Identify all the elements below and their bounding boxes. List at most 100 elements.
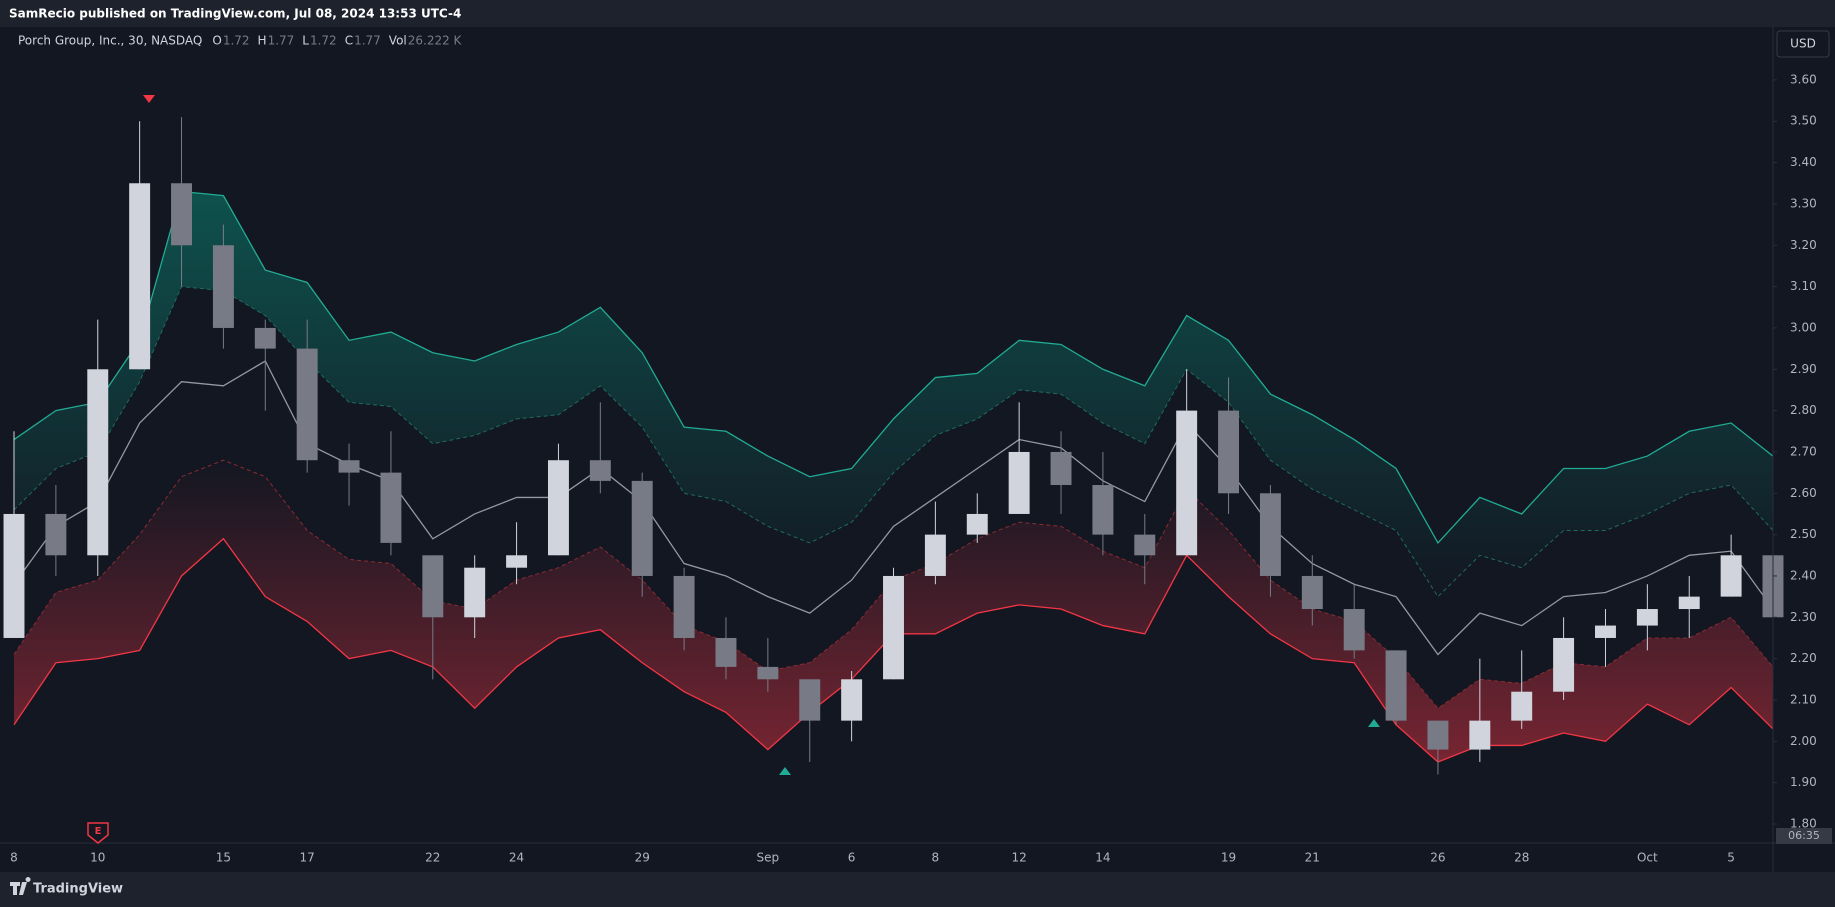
candle-body [673,575,695,638]
x-tick-label: 15 [216,851,231,865]
candle-body [1301,575,1323,610]
y-tick-label: 2.40 [1790,568,1817,582]
candle-body [3,513,25,638]
candle-body [1595,625,1616,638]
x-tick-label: 6 [848,851,856,865]
earnings-icon[interactable] [87,822,109,844]
y-tick-label: 2.50 [1790,527,1817,541]
candle-body [1259,493,1281,576]
x-tick-label: 5 [1727,851,1735,865]
y-tick-label: 2.90 [1790,362,1817,376]
x-tick-label: Sep [757,851,780,865]
y-tick-label: 3.30 [1790,196,1817,210]
x-tick-label: 29 [635,851,650,865]
candle-body [924,534,946,576]
legend-key: H [258,34,267,48]
candle-body [547,460,569,556]
y-tick-label: 3.20 [1790,238,1817,252]
candle-body [1343,609,1365,651]
y-tick-label: 2.30 [1790,610,1817,624]
candle-body [171,183,192,246]
y-tick-label: 3.00 [1790,320,1817,334]
candle-body [757,666,779,680]
legend-value: 26.222 K [408,34,463,48]
x-tick-label: 24 [509,851,524,865]
x-tick-label: 22 [425,851,440,865]
candle-body [1385,650,1407,721]
y-tick-label: 2.00 [1790,734,1817,748]
buy-signal [779,767,791,775]
candle-body [338,460,360,473]
upper-band-fill [14,191,1773,597]
x-tick-label: 21 [1305,851,1320,865]
legend-key: Vol [389,34,407,48]
candle-body [1636,609,1658,626]
candle-body [1511,691,1533,721]
countdown-box [1776,828,1832,844]
candle-body [380,472,402,543]
earnings-marker[interactable]: E [95,826,102,837]
sell-signal [143,95,155,103]
candle-body [589,460,611,481]
candle-body [506,555,528,568]
symbol-title: Porch Group, Inc., 30, NASDAQ [18,34,202,48]
x-tick-label: 12 [1012,851,1027,865]
candle-body [715,637,737,667]
candle-body [1092,485,1114,535]
candle-body [1050,451,1072,486]
legend-key: L [302,34,309,48]
currency-button[interactable] [1776,30,1830,58]
candle-body [1553,637,1575,692]
candle-body [1218,410,1240,494]
candle-body [841,679,863,721]
legend-value: 1.72 [310,34,337,48]
x-tick-label: 8 [10,851,18,865]
candle-body [87,369,109,556]
tv-logo [10,877,31,895]
x-tick-label: Oct [1637,851,1658,865]
top-bar [0,0,1835,27]
y-tick-label: 2.20 [1790,651,1817,665]
y-tick-label: 2.10 [1790,692,1817,706]
x-tick-label: 8 [932,851,940,865]
y-tick-label: 3.50 [1790,114,1817,128]
y-tick-label: 3.40 [1790,155,1817,169]
candle-body [254,327,276,349]
footer-brand[interactable]: TradingView [33,882,123,897]
candle-body [1008,451,1030,514]
candle-body [1469,720,1491,750]
candle-body [1720,555,1742,597]
x-tick-label: 19 [1221,851,1236,865]
legend-value: 1.72 [223,34,250,48]
candle-body [1176,410,1198,556]
footer [0,872,1835,907]
x-tick-label: 17 [300,851,315,865]
y-tick-label: 2.60 [1790,486,1817,500]
candle-body [1134,534,1156,556]
y-tick-label: 3.60 [1790,72,1817,86]
candle-body [799,679,821,721]
x-tick-label: 14 [1095,851,1110,865]
x-tick-label: 28 [1514,851,1529,865]
y-tick-label: 2.70 [1790,444,1817,458]
legend-key: C [345,34,353,48]
x-tick-label: 26 [1430,851,1445,865]
candle-body [1678,596,1700,610]
legend-key: O [212,34,221,48]
x-tick-label: 10 [90,851,105,865]
publisher: SamRecio published on TradingView.com, J… [9,7,461,21]
y-tick-label: 1.90 [1790,775,1817,789]
ohlc-legend: O 1.72 H 1.77 L 1.72 C 1.77 Vol 26.222 K [212,34,462,48]
candle-body [296,348,318,461]
y-tick-label: 1.80 [1790,816,1817,830]
legend-value: 1.77 [268,34,295,48]
currency[interactable]: USD [1790,37,1816,51]
candle-body [1427,720,1449,750]
candle-body [45,513,67,556]
countdown: 06:35 [1788,829,1820,842]
candle-body [129,183,151,370]
candle-body [966,513,988,535]
candle-body [422,555,444,618]
